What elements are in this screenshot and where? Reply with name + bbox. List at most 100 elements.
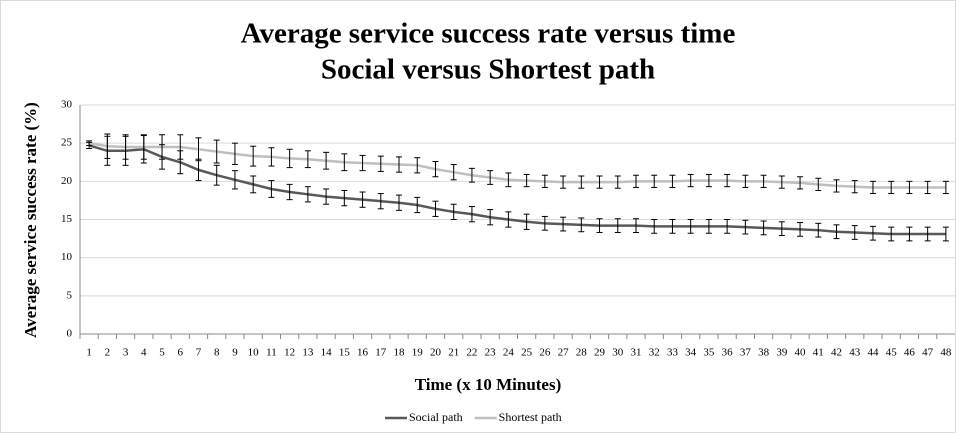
error-bar [797,222,804,237]
x-tick-label: 34 [685,347,697,359]
error-bar [833,179,840,193]
error-bar [396,194,403,211]
x-tick-label: 30 [612,347,624,359]
error-bar [797,176,804,190]
error-bar [742,174,749,188]
chart-title: Average service success rate versus time [241,18,736,50]
x-tick-label: 15 [339,347,351,359]
x-tick-label: 3 [123,347,129,359]
error-bar [578,217,585,233]
error-bar [669,174,676,188]
error-bar [815,177,822,191]
x-tick-label: 36 [722,347,734,359]
error-bar [651,174,658,188]
x-tick-label: 1 [86,347,92,359]
error-bar [86,140,93,146]
error-bar [250,175,257,194]
error-bar [705,173,712,188]
error-bar [341,189,348,207]
error-bar [833,224,840,240]
error-bar [614,218,621,233]
error-bar [632,174,639,188]
x-tick-label: 32 [649,347,660,359]
x-tick-label: 44 [867,347,879,359]
error-bar [851,225,858,240]
error-bar [523,213,530,230]
error-bar [578,175,585,189]
series-line [88,141,946,189]
error-bar [122,134,129,160]
x-tick-label: 22 [466,347,477,359]
error-bar [906,180,913,195]
error-bar [505,211,512,228]
error-bar [487,170,494,185]
x-tick-label: 23 [485,347,497,359]
error-bar [705,219,712,234]
error-bar [614,175,621,189]
x-tick-label: 47 [922,347,934,359]
error-bar [888,226,895,242]
error-bar [851,180,858,194]
error-bar [924,226,931,242]
x-tick-label: 41 [813,347,824,359]
error-bar [742,219,749,235]
legend-label: Shortest path [499,410,562,424]
x-tick-label: 35 [703,347,715,359]
error-bar [924,180,931,195]
error-bar [213,139,220,164]
error-bar [869,225,876,241]
y-tick-label: 0 [67,328,73,340]
x-tick-label: 8 [214,347,220,359]
x-tick-label: 5 [159,347,165,359]
error-bar [687,219,694,234]
x-tick-label: 39 [776,347,788,359]
error-bar [432,200,439,217]
error-bar [268,147,275,167]
x-tick-label: 38 [758,347,770,359]
x-tick-label: 48 [940,347,952,359]
x-tick-label: 27 [558,347,570,359]
error-bar [231,170,238,190]
x-tick-label: 18 [394,347,406,359]
error-bar [906,226,913,242]
error-bar [195,137,202,162]
x-tick-label: 46 [904,347,916,359]
legend-label: Social path [409,410,463,424]
x-tick-label: 10 [248,347,260,359]
error-bar [505,172,512,188]
error-bar [104,133,111,159]
error-bar [869,180,876,195]
x-tick-label: 11 [266,347,277,359]
error-bar [468,206,475,223]
x-tick-label: 16 [357,347,369,359]
x-tick-label: 13 [302,347,314,359]
error-bar [523,173,530,188]
x-tick-label: 12 [284,347,295,359]
x-tick-label: 20 [430,347,442,359]
x-tick-label: 4 [141,347,147,359]
x-tick-label: 9 [232,347,238,359]
y-tick-label: 25 [61,137,73,149]
series-line [88,144,946,236]
error-bar [596,218,603,233]
y-tick-label: 5 [67,289,73,301]
error-bar [268,180,275,198]
x-tick-label: 21 [448,347,459,359]
error-bar [286,183,293,201]
error-bar [669,219,676,234]
error-bar [323,151,330,170]
error-bar [323,188,330,205]
error-bar [560,216,567,232]
x-tick-label: 2 [105,347,111,359]
x-tick-label: 25 [521,347,533,359]
error-bar [541,215,548,231]
y-tick-label: 15 [61,213,73,225]
error-bar [760,220,767,236]
error-bar [377,155,384,172]
error-bar [231,142,238,166]
error-bar [778,221,785,237]
error-bar [487,209,494,226]
x-tick-label: 42 [831,347,842,359]
error-bar [942,180,949,195]
